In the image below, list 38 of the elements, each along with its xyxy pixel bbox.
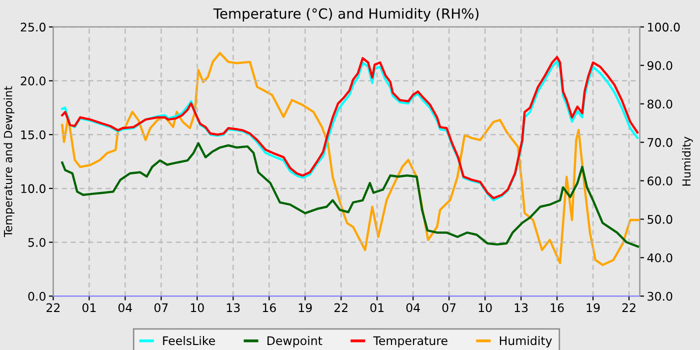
x-tick-label: 13 — [226, 303, 240, 312]
y2-axis-title: Humidity — [682, 136, 693, 186]
x-tick-label: 13 — [514, 303, 528, 312]
x-tick-label: 19 — [586, 303, 600, 312]
legend-label: Temperature — [373, 336, 448, 348]
y-tick-label: 0.0 — [28, 292, 46, 301]
x-tick-label: 01 — [82, 303, 96, 312]
x-tick-label: 01 — [370, 303, 384, 312]
x-tick-label: 22 — [622, 303, 636, 312]
x-tick-label: 16 — [550, 303, 564, 312]
y2-tick-label: 30.0 — [648, 292, 672, 301]
legend-label: FeelsLike — [163, 336, 215, 346]
legend-label: Dewpoint — [268, 336, 322, 348]
y2-tick-label: 100.0 — [648, 22, 680, 32]
x-tick-label: 22 — [46, 303, 60, 312]
y-tick-label: 15.0 — [21, 130, 46, 140]
x-tick-label: 07 — [154, 303, 168, 312]
chart-title: Temperature (°C) and Humidity (RH%) — [213, 8, 478, 22]
y-axis-title: Temperature and Dewpoint — [4, 86, 14, 238]
y2-tick-label: 70.0 — [648, 138, 672, 147]
legend-label: Humidity — [500, 336, 552, 348]
y-tick-label: 20.0 — [20, 76, 46, 86]
x-tick-label: 10 — [190, 303, 204, 312]
y2-tick-label: 40.0 — [647, 253, 672, 262]
x-tick-label: 04 — [118, 303, 132, 312]
y2-tick-label: 80.0 — [648, 100, 672, 109]
y2-tick-label: 60.0 — [648, 176, 672, 186]
x-tick-label: 19 — [298, 303, 312, 312]
x-tick-label: 10 — [478, 303, 492, 312]
x-tick-label: 07 — [442, 303, 456, 312]
y-tick-label: 25.0 — [20, 22, 46, 32]
x-tick-label: 22 — [334, 303, 348, 312]
y2-tick-label: 50.0 — [648, 214, 672, 224]
y-tick-label: 5.0 — [28, 238, 46, 247]
x-tick-label: 04 — [406, 303, 420, 312]
x-tick-label: 16 — [262, 303, 276, 312]
y2-tick-label: 90.0 — [647, 61, 672, 70]
y-tick-label: 10.0 — [21, 184, 46, 194]
